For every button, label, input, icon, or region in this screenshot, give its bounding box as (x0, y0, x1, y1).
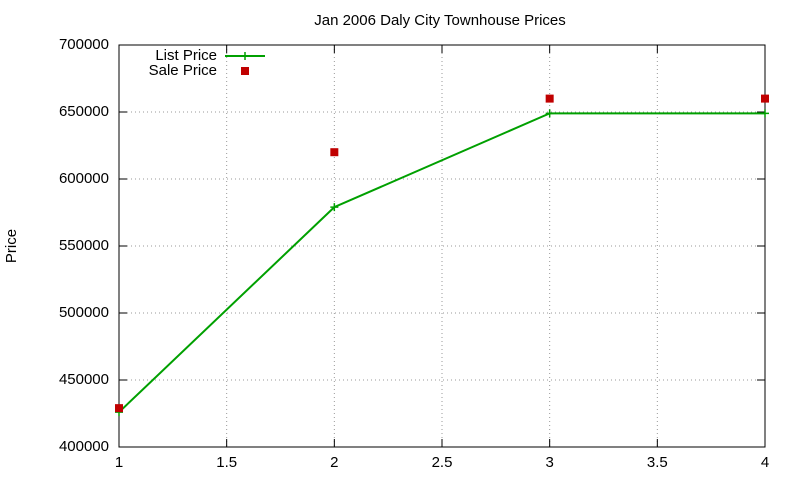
y-tick-label: 400000 (59, 438, 109, 455)
legend-swatch (241, 67, 249, 75)
x-tick-label: 1.5 (216, 454, 237, 471)
x-tick-label: 1 (115, 454, 123, 471)
point-marker (761, 109, 769, 118)
y-tick-label: 500000 (59, 304, 109, 321)
point-marker (761, 94, 769, 103)
x-tick-label: 2 (330, 454, 338, 471)
legend-label: Sale Price (149, 62, 217, 79)
y-tick-label: 450000 (59, 371, 109, 388)
y-tick-label: 550000 (59, 237, 109, 254)
y-tick-label: 600000 (59, 170, 109, 187)
point-marker (115, 404, 123, 413)
x-tick-label: 4 (761, 454, 769, 471)
y-tick-label: 650000 (59, 103, 109, 120)
x-tick-label: 3 (545, 454, 553, 471)
x-tick-label: 3.5 (647, 454, 668, 471)
x-tick-label: 2.5 (432, 454, 453, 471)
plot-border (118, 44, 766, 448)
legend-swatch (241, 52, 249, 60)
y-axis-label: Price (3, 229, 20, 263)
point-marker (330, 148, 339, 157)
point-marker (545, 109, 554, 118)
point-marker (330, 203, 339, 212)
point-marker (545, 94, 554, 103)
series-line (118, 112, 765, 413)
legend-label: List Price (155, 47, 217, 64)
y-tick-label: 700000 (59, 36, 109, 53)
chart-title: Jan 2006 Daly City Townhouse Prices (314, 12, 566, 29)
